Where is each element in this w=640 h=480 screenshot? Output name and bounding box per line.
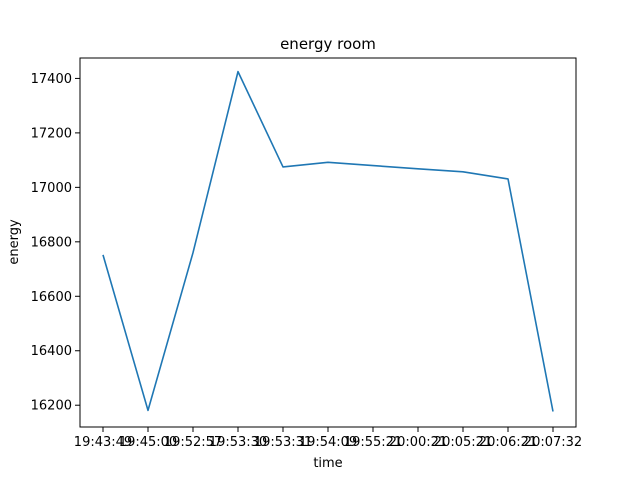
x-tick-label: 19:43:49 bbox=[74, 435, 132, 450]
x-tick-label: 20:07:32 bbox=[524, 435, 582, 450]
x-tick-label: 19:53:31 bbox=[254, 435, 312, 450]
y-tick-label: 16400 bbox=[31, 344, 72, 359]
x-tick-label: 19:53:30 bbox=[209, 435, 267, 450]
x-tick-label: 20:00:21 bbox=[389, 435, 447, 450]
y-axis: 16200 16400 16600 16800 17000 17200 17400 bbox=[31, 72, 80, 414]
chart-title: energy room bbox=[280, 35, 376, 53]
y-tick-label: 17200 bbox=[31, 126, 72, 141]
x-tick-label: 19:55:21 bbox=[344, 435, 402, 450]
x-tick-label: 19:45:00 bbox=[119, 435, 177, 450]
x-tick-label: 20:06:21 bbox=[479, 435, 537, 450]
series-line bbox=[102, 70, 554, 412]
x-tick-label: 20:05:21 bbox=[434, 435, 492, 450]
x-axis: 19:43:4919:45:0019:52:5719:53:3019:53:31… bbox=[74, 427, 582, 450]
y-tick-label: 16800 bbox=[31, 235, 72, 250]
y-tick-label: 17400 bbox=[31, 72, 72, 87]
x-tick-label: 19:52:57 bbox=[164, 435, 222, 450]
y-tick-label: 16200 bbox=[31, 399, 72, 414]
x-axis-label: time bbox=[313, 456, 342, 471]
y-tick-label: 17000 bbox=[31, 181, 72, 196]
x-tick-label: 19:54:09 bbox=[299, 435, 357, 450]
y-tick-label: 16600 bbox=[31, 290, 72, 305]
plot-frame bbox=[79, 57, 577, 428]
y-axis-label: energy bbox=[7, 219, 22, 265]
